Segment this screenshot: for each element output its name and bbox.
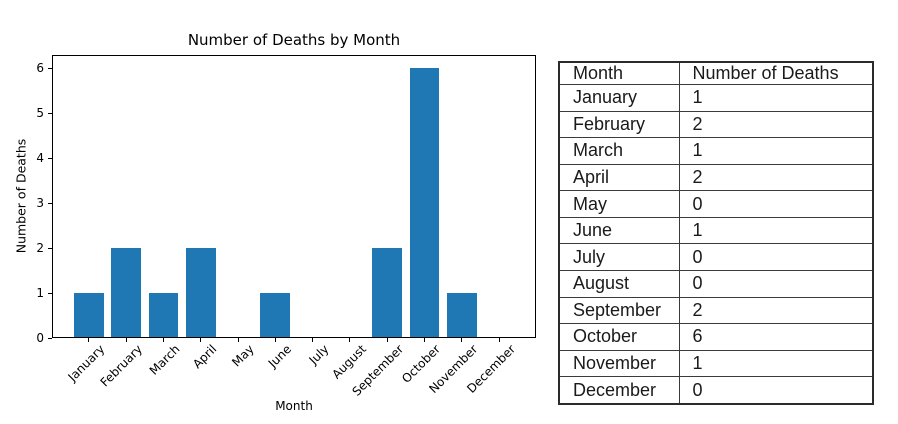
month-cell: January	[558, 84, 680, 112]
month-cell: March	[558, 137, 680, 165]
deaths-table: Month Number of Deaths January 1 February 2…	[558, 61, 874, 405]
month-cell: July	[558, 243, 680, 271]
y-tick-label: 1	[36, 286, 44, 301]
month-cell: May	[558, 190, 680, 218]
x-tick-label: July	[306, 342, 332, 368]
y-tick-mark	[48, 157, 52, 159]
y-tick-mark	[48, 292, 52, 294]
x-tick-label: June	[265, 342, 295, 371]
bar-november	[446, 293, 477, 338]
x-tick-mark	[88, 338, 90, 342]
month-cell: April	[558, 163, 680, 192]
x-tick-mark	[349, 338, 351, 342]
chart-title: Number of Deaths by Month	[187, 31, 401, 49]
deaths-cell: 1	[678, 137, 874, 165]
table-row: June 1	[558, 216, 874, 245]
x-tick-mark	[312, 338, 314, 342]
table-header-row: Month Number of Deaths	[558, 61, 874, 85]
table-row: April 2	[558, 163, 874, 192]
deaths-by-month-bar-chart: Number of Deaths by Month Number of Deat…	[14, 31, 536, 413]
x-tick-mark	[125, 338, 127, 342]
month-cell: November	[558, 349, 680, 378]
y-tick-mark	[48, 247, 52, 249]
y-tick-label: 6	[36, 61, 44, 76]
deaths-cell: 0	[678, 243, 874, 271]
bar-march	[148, 293, 179, 338]
bar-october	[409, 68, 440, 338]
month-cell: September	[558, 296, 680, 325]
bar-january	[74, 293, 104, 338]
x-tick-mark	[274, 338, 276, 342]
deaths-cell: 6	[678, 323, 874, 351]
table-header-deaths: Number of Deaths	[678, 61, 874, 85]
month-cell: October	[558, 323, 680, 351]
deaths-cell: 0	[678, 376, 874, 405]
y-tick-label: 4	[36, 151, 44, 166]
y-tick-label: 2	[36, 241, 44, 256]
deaths-cell: 0	[678, 190, 874, 218]
table-row: February 2	[558, 110, 874, 139]
x-tick-label: May	[229, 342, 257, 370]
bar-september	[372, 248, 403, 338]
bar-february	[111, 248, 142, 338]
x-tick-mark	[424, 338, 425, 342]
table-row: March 1	[558, 137, 874, 165]
bar-june	[260, 293, 291, 338]
y-tick-label: 3	[36, 196, 44, 211]
y-tick-mark	[48, 67, 52, 69]
table-row: December 0	[558, 376, 874, 405]
y-tick-mark	[48, 202, 52, 204]
table-row: September 2	[558, 296, 874, 325]
deaths-cell: 0	[678, 269, 874, 298]
y-tick-mark	[48, 112, 52, 114]
month-cell: December	[558, 376, 680, 405]
x-tick-mark	[200, 338, 202, 342]
x-axis-label: Month	[275, 399, 313, 413]
deaths-cell: 2	[678, 163, 874, 192]
x-tick-label: April	[190, 342, 220, 372]
table-row: July 0	[558, 243, 874, 271]
y-tick-label: 0	[36, 331, 44, 345]
x-tick-mark	[498, 338, 500, 342]
month-cell: August	[558, 269, 680, 298]
x-tick-label: March	[146, 342, 183, 378]
deaths-cell: 2	[678, 296, 874, 325]
deaths-cell: 1	[678, 216, 874, 245]
deaths-cell: 1	[678, 349, 874, 378]
table-row: January 1	[558, 84, 874, 112]
table-row: May 0	[558, 190, 874, 218]
table-header-month: Month	[558, 61, 680, 85]
deaths-cell: 1	[678, 84, 874, 112]
y-tick-label: 5	[36, 106, 44, 121]
table-row: November 1	[558, 349, 874, 378]
y-tick-mark	[48, 337, 52, 339]
deaths-cell: 2	[678, 110, 874, 139]
x-tick-mark	[162, 338, 164, 342]
x-tick-mark	[386, 338, 388, 342]
x-tick-mark	[461, 338, 463, 342]
table-row: October 6	[558, 323, 874, 351]
month-cell: February	[558, 110, 680, 139]
table-row: August 0	[558, 269, 874, 298]
x-tick-mark	[237, 338, 239, 342]
bar-april	[185, 248, 216, 338]
month-cell: June	[558, 216, 680, 245]
